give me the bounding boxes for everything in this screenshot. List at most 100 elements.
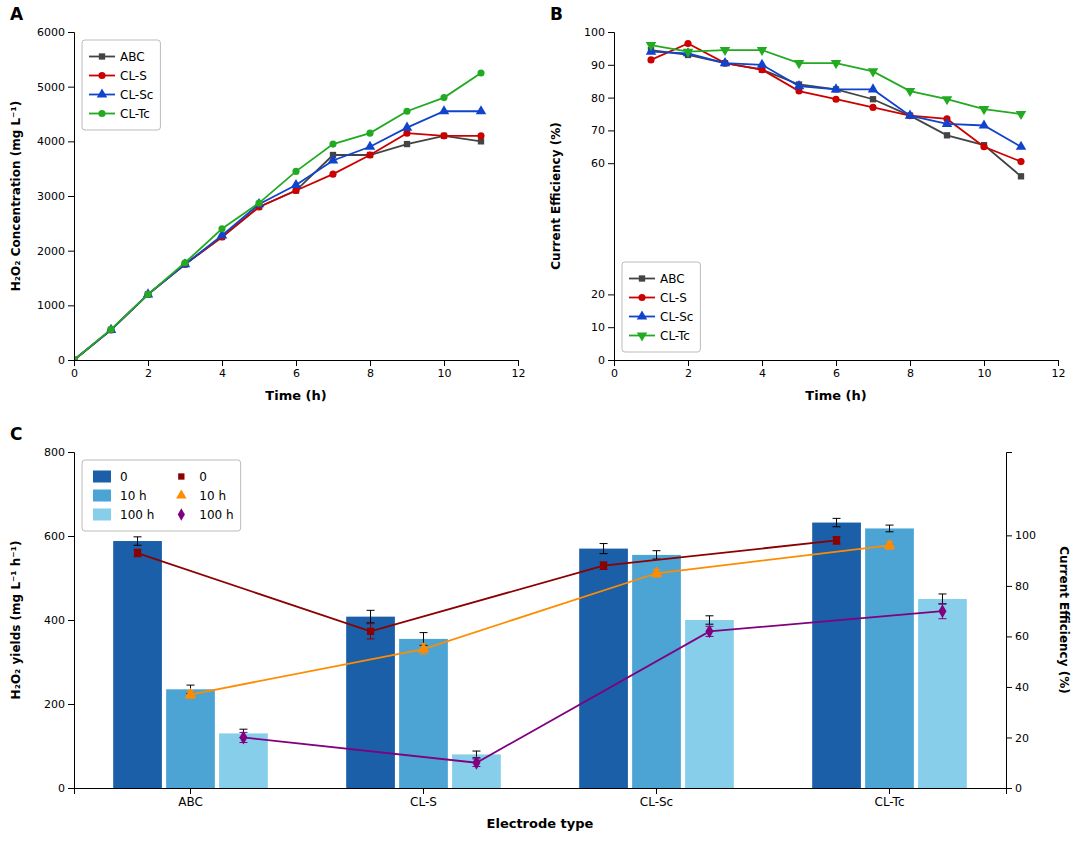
legend-label: CL-S xyxy=(660,291,687,305)
y-axis: 0102060708090100 xyxy=(584,26,615,367)
tick: 0 xyxy=(58,354,74,367)
legend-marker xyxy=(178,508,185,520)
legend-marker xyxy=(638,294,645,301)
marker xyxy=(646,42,657,51)
legend-item: CL-Tc xyxy=(629,329,690,343)
tick: ABC xyxy=(178,788,203,809)
marker xyxy=(134,549,141,556)
tick-mark xyxy=(1006,737,1012,738)
tick-mark xyxy=(762,360,763,366)
legend-item: CL-S xyxy=(89,69,147,83)
marker xyxy=(869,104,876,111)
tick: 6000 xyxy=(37,26,74,39)
bar xyxy=(812,523,861,788)
tick: 0 xyxy=(1006,782,1022,795)
marker xyxy=(720,47,731,56)
tick-mark xyxy=(190,788,191,794)
plot-area xyxy=(74,69,486,360)
tick-label: 600 xyxy=(44,530,65,543)
tick-mark xyxy=(608,65,614,66)
marker xyxy=(144,291,151,298)
tick-mark xyxy=(608,130,614,131)
marker xyxy=(683,49,694,58)
marker xyxy=(868,68,879,77)
error-bar-line xyxy=(942,594,943,604)
error-bar xyxy=(367,610,375,623)
axis-line xyxy=(68,453,75,789)
marker xyxy=(1018,173,1024,179)
legend-label: ABC xyxy=(120,50,145,64)
legend-label: CL-Sc xyxy=(120,88,153,102)
marker xyxy=(291,179,302,188)
legend-label: 100 h xyxy=(199,508,233,522)
tick-label: 60 xyxy=(1015,630,1029,643)
tick-label: 0 xyxy=(58,782,65,795)
x-axis-label: Electrode type xyxy=(487,816,594,831)
marker xyxy=(143,288,154,297)
error-bar-cap xyxy=(705,615,713,616)
series-line xyxy=(651,52,1021,147)
tick: 40 xyxy=(1006,681,1029,694)
error-bar-cap xyxy=(886,531,894,532)
error-bar-cap xyxy=(420,654,428,655)
tick: 600 xyxy=(44,530,74,543)
axis-line xyxy=(608,33,615,361)
tick-label: 0 xyxy=(58,354,65,367)
legend-item: CL-Tc xyxy=(89,107,150,121)
tick-label: 4 xyxy=(219,367,226,380)
tick-label: 4000 xyxy=(37,135,65,148)
tick-mark xyxy=(68,704,74,705)
legend-item: 0 xyxy=(93,470,128,484)
legend: ABC CL-S CL-Sc CL-Tc xyxy=(82,40,160,130)
marker xyxy=(794,60,805,69)
legend: ABCCL-SCL-ScCL-Tc xyxy=(622,262,700,352)
x-axis: 024681012 xyxy=(611,360,1066,380)
chart-container: 0246810120100020003000400050006000ATime … xyxy=(0,0,1080,844)
tick-mark xyxy=(518,360,519,366)
marker xyxy=(979,106,990,115)
tick-label: 12 xyxy=(512,367,526,380)
bar xyxy=(865,528,914,788)
error-bar-cap xyxy=(367,610,375,611)
legend-marker xyxy=(98,72,105,79)
tick-label: 800 xyxy=(44,446,65,459)
tick-mark xyxy=(688,360,689,366)
marker xyxy=(884,539,896,549)
tick: 10 xyxy=(591,321,614,334)
tick: 1000 xyxy=(37,299,74,312)
tick: 8 xyxy=(907,360,914,380)
tick-label: 20 xyxy=(591,288,605,301)
error-bar xyxy=(367,624,375,639)
marker xyxy=(651,566,663,576)
marker xyxy=(942,96,953,105)
panel: 0246810120102060708090100BTime (h)Curren… xyxy=(549,4,1065,403)
marker xyxy=(1016,141,1027,150)
legend-label: CL-Tc xyxy=(120,107,150,121)
tick-mark xyxy=(608,294,614,295)
series-line xyxy=(651,50,1021,176)
plot-area xyxy=(646,40,1027,180)
tick-mark xyxy=(68,32,74,33)
bar xyxy=(452,754,501,788)
marker xyxy=(145,291,151,297)
error-bar xyxy=(833,518,841,526)
error-bar-line xyxy=(603,544,604,554)
chart-root: 0246810120100020003000400050006000ATime … xyxy=(0,0,1080,844)
tick-mark xyxy=(1006,586,1012,587)
marker xyxy=(418,642,430,652)
legend-item: 10 h xyxy=(93,489,147,503)
legend-swatch xyxy=(93,509,111,521)
tick: 800 xyxy=(44,446,74,459)
marker xyxy=(476,105,487,114)
tick-label: 0 xyxy=(1015,782,1022,795)
series-line xyxy=(651,45,1021,114)
tick: 10 xyxy=(438,360,452,380)
y2-axis: 020406080100 xyxy=(1006,453,1036,796)
tick: 12 xyxy=(1052,360,1066,380)
marker xyxy=(255,200,262,207)
error-bar-cap xyxy=(938,603,946,604)
bar xyxy=(685,620,734,788)
x-axis-label: Time (h) xyxy=(265,388,326,403)
legend-marker xyxy=(637,310,648,319)
legend-label: 10 h xyxy=(199,489,226,503)
